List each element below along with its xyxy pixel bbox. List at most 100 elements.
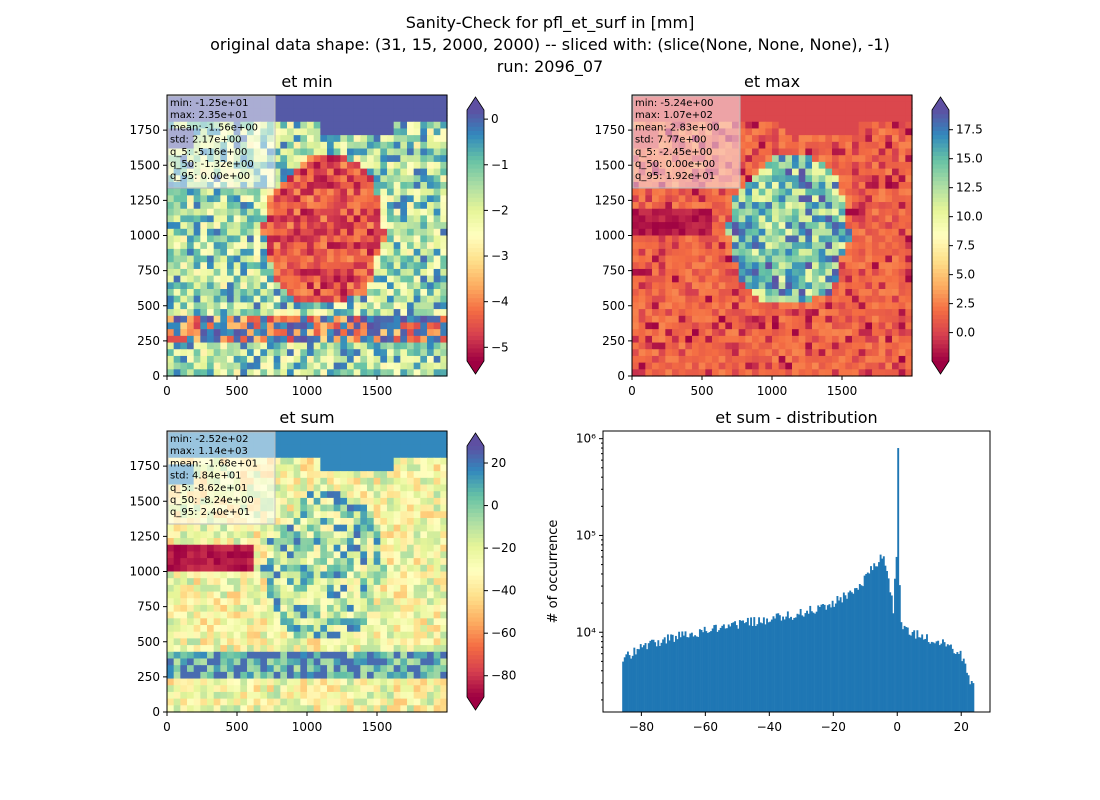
heatmap-cell	[347, 335, 355, 344]
heatmap-cell	[227, 544, 235, 553]
heatmap-cell	[393, 289, 401, 297]
heatmap-cell	[413, 524, 421, 532]
heatmap-cell	[340, 538, 348, 546]
heatmap-cell	[280, 497, 288, 506]
heatmap-cell	[825, 315, 833, 324]
heatmap-cell	[792, 108, 800, 116]
heatmap-cell	[207, 235, 215, 243]
heatmap-cell	[360, 491, 368, 499]
heatmap-cell	[738, 275, 746, 283]
heatmap-cell	[725, 262, 733, 270]
heatmap-cell	[832, 289, 840, 297]
heatmap-cell	[200, 268, 208, 277]
heatmap-cell	[407, 128, 415, 136]
heatmap-cell	[213, 369, 221, 377]
heatmap-cell	[678, 275, 686, 283]
heatmap-cell	[307, 235, 315, 243]
heatmap-cell	[738, 342, 746, 350]
heatmap-cell	[213, 208, 221, 217]
heatmap-cell	[353, 208, 361, 217]
heatmap-cell	[852, 275, 860, 283]
heatmap-cell	[180, 524, 188, 532]
heatmap-cell	[393, 578, 401, 586]
heatmap-cell	[380, 349, 388, 357]
heatmap-cell	[393, 471, 401, 479]
heatmap-cell	[765, 115, 773, 123]
heatmap-cell	[380, 181, 388, 190]
heatmap-cell	[380, 517, 388, 526]
heatmap-cell	[433, 135, 441, 143]
colorbar-segment	[467, 256, 484, 262]
heatmap-cell	[293, 295, 301, 303]
heatmap-cell	[778, 128, 786, 136]
heatmap-cell	[665, 362, 673, 370]
heatmap-cell	[865, 215, 873, 223]
heatmap-cell	[373, 275, 381, 283]
heatmap-cell	[273, 115, 281, 123]
heatmap-cell	[852, 155, 860, 163]
heatmap-cell	[718, 235, 726, 243]
heatmap-cell	[287, 248, 295, 257]
heatmap-cell	[373, 584, 381, 593]
heatmap-cell	[865, 148, 873, 156]
heatmap-cell	[407, 598, 415, 606]
heatmap-cell	[798, 235, 806, 243]
heatmap-cell	[213, 315, 221, 324]
heatmap-cell	[440, 511, 448, 519]
heatmap-cell	[652, 309, 660, 317]
heatmap-cell	[738, 248, 746, 257]
heatmap-cell	[865, 295, 873, 303]
heatmap-cell	[440, 517, 448, 526]
heatmap-cell	[792, 188, 800, 196]
heatmap-cell	[180, 544, 188, 553]
heatmap-cell	[373, 329, 381, 337]
heatmap-cell	[227, 315, 235, 324]
heatmap-cell	[393, 181, 401, 190]
heatmap-cell	[273, 282, 281, 290]
heatmap-cell	[752, 342, 760, 350]
heatmap-cell	[413, 295, 421, 303]
heatmap-cell	[427, 309, 435, 317]
heatmap-cell	[785, 282, 793, 290]
heatmap-cell	[327, 202, 335, 210]
heatmap-cell	[320, 604, 328, 613]
heatmap-cell	[427, 544, 435, 553]
heatmap-cell	[267, 355, 275, 364]
colorbar-segment	[467, 197, 484, 203]
heatmap-cell	[805, 161, 813, 170]
heatmap-cell	[798, 175, 806, 183]
heatmap-cell	[798, 268, 806, 277]
heatmap-cell	[413, 242, 421, 250]
heatmap-cell	[367, 544, 375, 553]
heatmap-cell	[307, 101, 315, 109]
heatmap-cell	[652, 195, 660, 203]
heatmap-cell	[360, 289, 368, 297]
heatmap-cell	[745, 248, 753, 257]
heatmap-cell	[652, 228, 660, 237]
heatmap-cell	[765, 175, 773, 183]
heatmap-cell	[193, 222, 201, 230]
heatmap-cell	[313, 464, 321, 472]
heatmap-cell	[280, 329, 288, 337]
heatmap-cell	[180, 289, 188, 297]
heatmap-cell	[387, 544, 395, 553]
heatmap-cell	[785, 335, 793, 344]
heatmap-cell	[765, 95, 773, 103]
heatmap-cell	[832, 369, 840, 377]
heatmap-cell	[400, 248, 408, 257]
heatmap-cell	[213, 195, 221, 203]
heatmap-cell	[832, 329, 840, 337]
heatmap-cell	[752, 322, 760, 330]
heatmap-cell	[407, 228, 415, 237]
heatmap-cell	[752, 235, 760, 243]
heatmap-cell	[260, 315, 268, 324]
heatmap-cell	[812, 282, 820, 290]
heatmap-cell	[380, 444, 388, 452]
heatmap-cell	[858, 302, 866, 310]
heatmap-cell	[632, 195, 640, 203]
colorbar-segment	[467, 164, 484, 170]
heatmap-cell	[247, 322, 255, 330]
heatmap-cell	[187, 282, 195, 290]
heatmap-cell	[832, 161, 840, 170]
heatmap-cell	[360, 268, 368, 277]
